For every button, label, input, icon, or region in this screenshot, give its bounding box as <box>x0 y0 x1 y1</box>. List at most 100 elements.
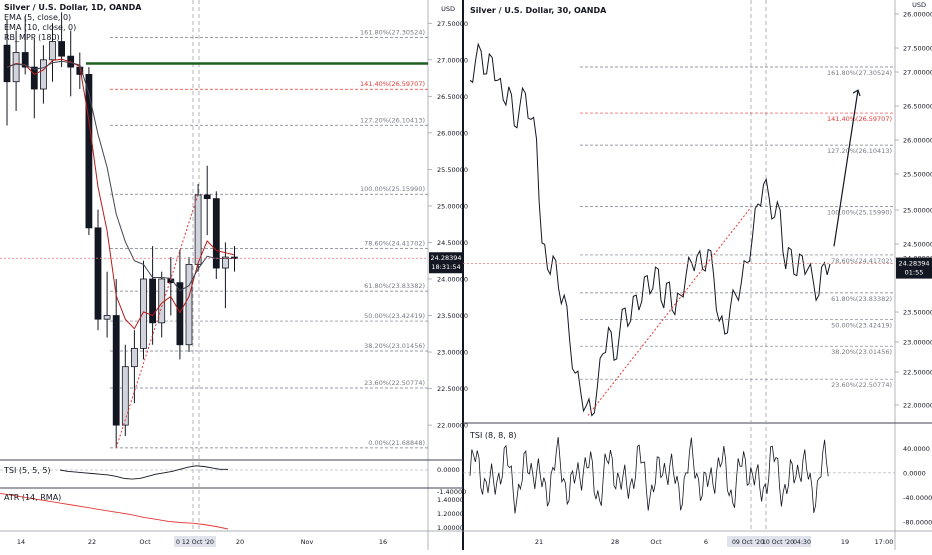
right-price-label-5: 25.50000 <box>903 171 932 179</box>
left-candle-body-3[interactable] <box>30 66 38 90</box>
left-price-label-8: 23.50000 <box>437 312 468 320</box>
left-crosshair-date: 0 12 Oct '20 <box>176 539 214 546</box>
left-candle-body-10[interactable] <box>94 227 102 320</box>
left-candle-body-4[interactable] <box>40 59 47 90</box>
left-price-label-9: 23.00000 <box>437 349 468 357</box>
right-price-label-10: 23.00000 <box>903 339 932 347</box>
left-candle-body-20[interactable] <box>185 263 193 346</box>
atr-left-tick-0: 1.40000 <box>437 496 464 504</box>
right-time-label-6: 17:00 <box>875 538 894 546</box>
right-crosshair-date-box <box>727 536 811 547</box>
projection-arrow-head <box>852 89 861 97</box>
ema5-line[interactable] <box>6 58 235 330</box>
left-price-label-1: 27.00000 <box>437 56 468 64</box>
right-last-price-tag <box>896 257 932 279</box>
right-fib-label-8: 23.60%(22.50774) <box>831 381 892 389</box>
left-fib-label-9: 0.00%(21.68848) <box>368 439 425 447</box>
right-price-label-12: 22.00000 <box>903 402 932 410</box>
left-candle-body-13[interactable] <box>121 366 129 426</box>
left-candle-body-16[interactable] <box>149 278 157 324</box>
ema10-line[interactable] <box>6 60 235 292</box>
tsi-right-tick-2: -40.0000 <box>903 494 932 502</box>
left-candle-body-22[interactable] <box>203 194 211 200</box>
left-time-label-2: Oct <box>139 538 151 546</box>
left-time-label-4: Nov <box>301 538 314 546</box>
left-candle-body-23[interactable] <box>212 198 220 269</box>
tsi-left-legend[interactable]: TSI (5, 5, 5) <box>4 466 51 475</box>
right-crosshair-date-2: 10 Oct '20 <box>762 539 794 546</box>
right-countdown-text: 01:55 <box>905 269 924 277</box>
left-candle-body-21[interactable] <box>194 194 202 265</box>
tsi-right-tick-3: -80.0000 <box>903 518 932 526</box>
left-countdown-text: 18:31:54 <box>431 263 460 271</box>
left-fib-label-3: 100.00%(25.15990) <box>360 185 425 193</box>
projection-arrow-shaft[interactable] <box>833 90 859 247</box>
right-fib-label-5: 61.80%(23.83382) <box>831 295 892 303</box>
ema10-legend[interactable]: EMA (10, close, 0) <box>4 23 77 32</box>
left-candle-body-17[interactable] <box>158 278 166 324</box>
right-price-label-9: 23.50000 <box>903 309 932 317</box>
right-fib-anchor-line[interactable] <box>587 206 752 416</box>
left-candle-body-24[interactable] <box>221 256 229 269</box>
left-price-label-7: 24.00000 <box>437 275 468 283</box>
left-candle-body-6[interactable] <box>58 41 65 57</box>
right-price-label-2: 27.00000 <box>903 69 932 77</box>
atr-left-line[interactable] <box>0 492 229 530</box>
right-time-label-5: 19 <box>841 538 849 546</box>
right-fib-label-4: 78.60%(24.41702) <box>831 257 892 265</box>
left-price-label-3: 26.00000 <box>437 129 468 137</box>
left-fib-anchor-line[interactable] <box>115 194 199 449</box>
tsi-right-tick-1: 0.0000 <box>903 469 926 477</box>
right-price-label-11: 22.50000 <box>903 369 932 377</box>
left-price-label-11: 22.00000 <box>437 422 468 430</box>
rb-mpp-legend[interactable]: RB_MPP (180) <box>4 33 60 42</box>
tsi-right-tick-0: 40.0000 <box>903 445 930 453</box>
right-time-label-0: 21 <box>535 538 543 546</box>
left-candle-body-9[interactable] <box>85 74 93 229</box>
left-candle-body-1[interactable] <box>12 52 20 83</box>
right-price-label-4: 26.00000 <box>903 137 932 145</box>
tsi-left-tick-0: 0.0000 <box>437 466 460 474</box>
right-fib-label-0: 161.80%(27.30524) <box>827 69 892 77</box>
left-fib-label-6: 50.00%(23.42419) <box>364 312 425 320</box>
left-fib-label-8: 23.60%(22.50774) <box>364 379 425 387</box>
left-fib-label-0: 161.80%(27.30524) <box>360 28 425 36</box>
left-candle-body-14[interactable] <box>130 348 138 368</box>
right-price-series[interactable] <box>469 42 831 417</box>
atr-left-legend[interactable]: ATR (14, RMA) <box>4 493 62 502</box>
tsi-right-line[interactable] <box>469 437 829 514</box>
left-candle-body-5[interactable] <box>49 41 56 61</box>
left-price-label-10: 22.50000 <box>437 385 468 393</box>
left-candle-body-0[interactable] <box>3 44 11 83</box>
left-candle-body-12[interactable] <box>112 315 120 426</box>
left-candle-body-2[interactable] <box>21 52 29 68</box>
right-price-label-1: 27.50000 <box>903 45 932 53</box>
left-candle-body-19[interactable] <box>176 282 184 346</box>
right-fib-label-6: 50.00%(23.42419) <box>831 322 892 330</box>
right-crosshair-date-1: 09 Oct '20 <box>732 539 764 546</box>
left-last-price-tag <box>429 252 463 274</box>
left-time-label-1: 22 <box>88 538 96 546</box>
atr-left-tick-2: 1.00000 <box>437 524 464 532</box>
ema5-legend[interactable]: EMA (5, close, 0) <box>4 13 72 22</box>
left-time-label-0: 14 <box>17 538 25 546</box>
right-fib-label-3: 100.00%(25.15990) <box>827 209 892 217</box>
right-price-label-0: 26.00000 <box>903 11 932 19</box>
left-fib-label-7: 38.20%(23.01456) <box>364 342 425 350</box>
tsi-left-line[interactable] <box>59 465 228 480</box>
right-price-label-3: 26.50000 <box>903 103 932 111</box>
left-last-price-text: 24.28394 <box>430 254 461 262</box>
right-fib-label-7: 38.20%(23.01456) <box>831 348 892 356</box>
left-candle-body-11[interactable] <box>103 315 111 320</box>
right-time-label-2: Oct <box>650 538 662 546</box>
left-candle-body-15[interactable] <box>140 278 147 349</box>
left-fib-label-5: 61.80%(23.83382) <box>364 282 425 290</box>
left-price-label-5: 25.00000 <box>437 202 468 210</box>
tsi-right-legend[interactable]: TSI (8, 8, 8) <box>470 431 517 440</box>
right-crosshair-time: 04:30 <box>793 539 811 546</box>
left-currency-label: USD <box>441 5 455 13</box>
left-price-label-6: 24.50000 <box>437 239 468 247</box>
left-chart-title: Silver / U.S. Dollar, 1D, OANDA <box>4 3 142 12</box>
